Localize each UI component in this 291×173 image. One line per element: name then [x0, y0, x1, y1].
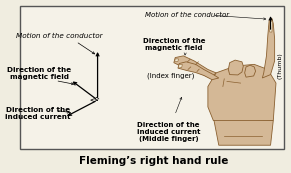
Text: Motion of the conductor: Motion of the conductor [16, 33, 103, 39]
Polygon shape [178, 64, 182, 68]
Polygon shape [245, 65, 255, 77]
Text: (Thumb): (Thumb) [278, 53, 283, 79]
Polygon shape [174, 56, 216, 78]
Text: Direction of the
induced current
(Middle finger): Direction of the induced current (Middle… [137, 122, 200, 142]
Polygon shape [178, 62, 219, 80]
Text: Motion of the conductor: Motion of the conductor [146, 12, 230, 18]
Polygon shape [262, 18, 275, 78]
Text: Direction of the
magnetic field: Direction of the magnetic field [143, 38, 205, 51]
Text: Direction of the
induced current: Direction of the induced current [5, 107, 70, 120]
Text: Direction of the
magnetic field: Direction of the magnetic field [7, 67, 71, 80]
Polygon shape [228, 60, 243, 75]
Polygon shape [175, 59, 178, 62]
Polygon shape [208, 64, 276, 121]
Text: (Index finger): (Index finger) [148, 72, 195, 79]
Polygon shape [270, 20, 272, 32]
Text: Fleming’s right hand rule: Fleming’s right hand rule [79, 156, 228, 166]
Bar [20, 7, 284, 149]
Polygon shape [213, 117, 273, 145]
